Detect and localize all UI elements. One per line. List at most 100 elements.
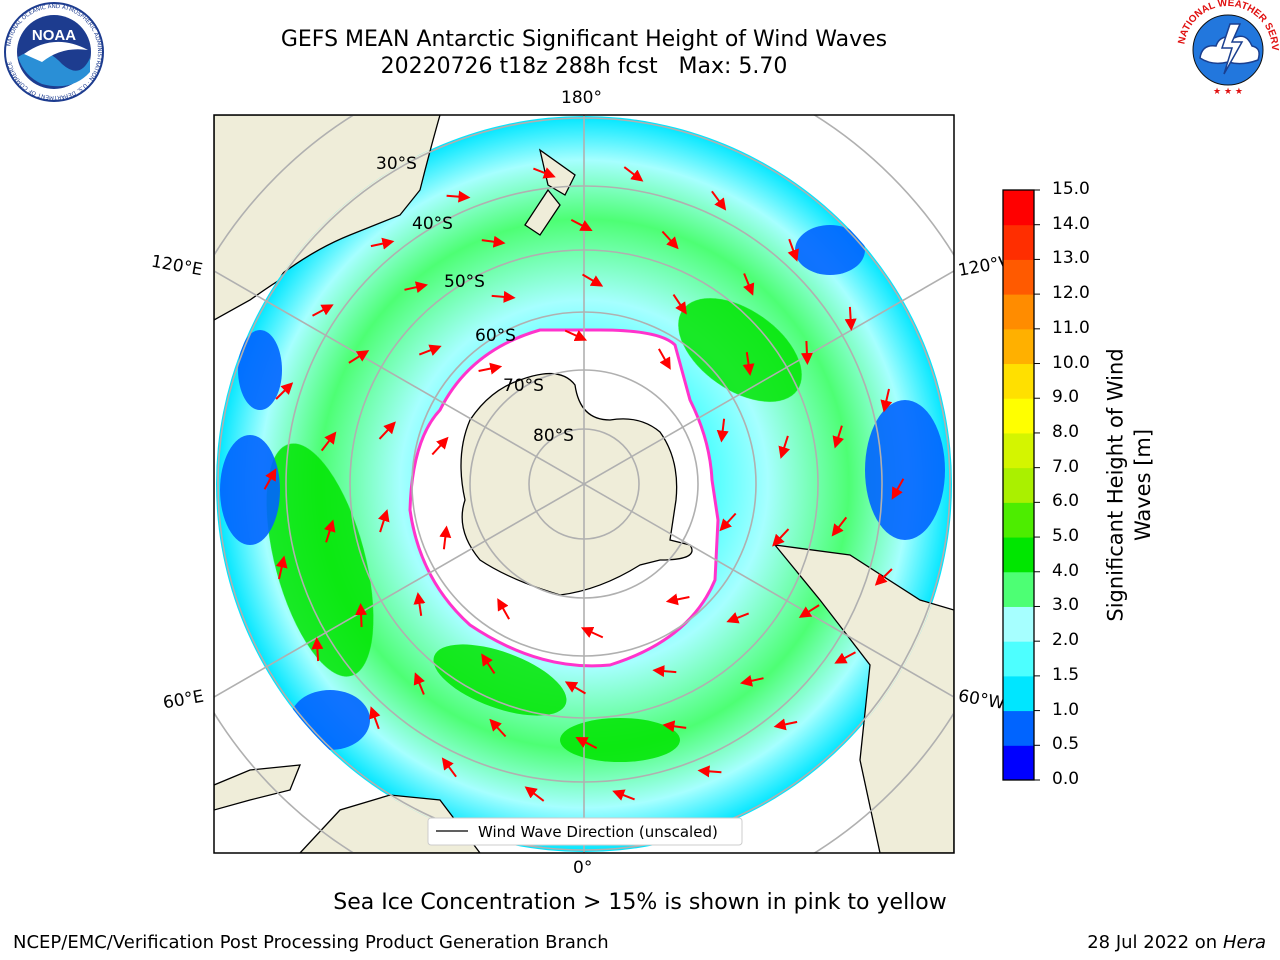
wave-direction-arrow bbox=[662, 720, 687, 733]
wave-direction-arrow bbox=[742, 352, 755, 376]
footer-date: 28 Jul 2022 on Hera bbox=[1087, 932, 1266, 953]
wave-direction-arrow bbox=[665, 593, 690, 606]
wave-direction-arrow bbox=[570, 219, 593, 231]
sea-ice-caption: Sea Ice Concentration > 15% is shown in … bbox=[333, 890, 947, 915]
colorbar-tick-label: 3.0 bbox=[1052, 595, 1080, 616]
wave-direction-arrow bbox=[481, 235, 506, 248]
wave-direction-arrow bbox=[378, 421, 396, 440]
colorbar-segment bbox=[1003, 190, 1034, 226]
colorbar-tick-label: 0.5 bbox=[1052, 734, 1080, 755]
colorbar-segment bbox=[1003, 224, 1034, 260]
svg-text:NOAA: NOAA bbox=[32, 27, 76, 44]
wave-direction-arrow bbox=[439, 525, 452, 550]
wave-direction-arrow bbox=[880, 388, 893, 413]
wave-direction-arrow bbox=[874, 568, 893, 586]
wave-direction-arrow bbox=[441, 757, 457, 778]
wave-direction-arrow bbox=[711, 190, 727, 211]
wave-direction-arrow bbox=[370, 237, 395, 250]
colorbar-tick-label: 12.0 bbox=[1052, 283, 1090, 304]
colorbar-tick-label: 13.0 bbox=[1052, 248, 1090, 269]
wave-direction-arrow bbox=[743, 273, 755, 296]
wave-direction-arrow bbox=[772, 528, 790, 547]
colorbar-segment bbox=[1003, 467, 1034, 503]
map-legend: Wind Wave Direction (unscaled) bbox=[427, 817, 743, 846]
wave-direction-arrow bbox=[564, 329, 588, 342]
colorbar-tick-label: 10.0 bbox=[1052, 352, 1090, 373]
colorbar-segment bbox=[1003, 294, 1034, 330]
wave-direction-arrow bbox=[413, 592, 426, 616]
wave-direction-arrow bbox=[446, 190, 471, 203]
wave-direction-arrow bbox=[623, 166, 644, 182]
colorbar-segment bbox=[1003, 328, 1034, 365]
wave-direction-arrow bbox=[831, 516, 848, 537]
wave-direction-arrow bbox=[378, 509, 390, 533]
wave-direction-arrow bbox=[263, 468, 277, 490]
colorbar-segment bbox=[1003, 710, 1034, 746]
lat-label-40s: 40°S bbox=[412, 214, 453, 234]
colorbar-tick-label: 15.0 bbox=[1052, 179, 1090, 199]
wave-direction-arrow bbox=[658, 348, 671, 370]
wave-direction-arrow bbox=[612, 789, 635, 801]
wave-direction-arrow bbox=[740, 674, 764, 687]
wave-direction-arrow bbox=[320, 431, 337, 452]
wave-direction-arrow bbox=[275, 555, 288, 580]
colorbar-tick-label: 7.0 bbox=[1052, 456, 1080, 477]
colorbar-segment bbox=[1003, 432, 1034, 469]
wave-direction-arrow bbox=[719, 512, 737, 532]
colorbar-label: Significant Height of Wind Waves [m] bbox=[1105, 348, 1155, 621]
map-subtitle: 20220726 t18z 288h fcst Max: 5.70 bbox=[380, 54, 788, 79]
wave-direction-arrow bbox=[413, 672, 425, 695]
colorbar-segment bbox=[1003, 259, 1034, 295]
high-wave-areas bbox=[266, 298, 802, 762]
wave-direction-arrow bbox=[311, 637, 324, 662]
colorbar-tick-label: 4.0 bbox=[1052, 560, 1080, 581]
wave-direction-arrow bbox=[348, 350, 370, 364]
wave-direction-arrow bbox=[275, 382, 294, 400]
noaa-logo: NOAA NATIONAL OCEANIC AND ATMOSPHERIC AD… bbox=[4, 2, 104, 102]
wind-wave-arrows bbox=[263, 166, 905, 802]
wave-direction-arrow bbox=[652, 665, 677, 678]
wave-direction-arrow bbox=[491, 290, 516, 303]
wave-direction-arrow bbox=[697, 765, 722, 778]
wave-direction-arrow bbox=[800, 340, 813, 365]
colorbar-tick-label: 9.0 bbox=[1052, 387, 1080, 408]
colorbar-segment bbox=[1003, 537, 1034, 573]
nws-logo: NATIONAL WEATHER SERVICE ★ ★ ★ bbox=[1176, 0, 1280, 99]
colorbar-segment bbox=[1003, 363, 1034, 399]
wave-direction-arrow bbox=[524, 786, 545, 802]
lon-label-180: 180° bbox=[561, 88, 602, 108]
antarctica bbox=[460, 373, 693, 596]
wave-direction-arrow bbox=[891, 478, 905, 500]
wave-direction-arrow bbox=[726, 612, 750, 624]
colorbar-tick-label: 2.0 bbox=[1052, 630, 1080, 651]
wave-direction-arrow bbox=[798, 604, 820, 618]
colorbar-tick-label: 8.0 bbox=[1052, 421, 1080, 442]
wave-direction-arrow bbox=[581, 273, 604, 287]
lon-label-0: 0° bbox=[573, 858, 593, 878]
wave-direction-arrow bbox=[312, 304, 334, 317]
wave-direction-arrow bbox=[832, 425, 845, 449]
wave-direction-arrow bbox=[478, 362, 503, 375]
wave-direction-arrow bbox=[580, 626, 604, 639]
wave-direction-arrow bbox=[431, 436, 449, 456]
colorbar-tick-label: 5.0 bbox=[1052, 526, 1080, 547]
wave-direction-arrow bbox=[575, 737, 598, 749]
wave-direction-arrow bbox=[787, 238, 799, 262]
wave-direction-arrow bbox=[661, 230, 679, 250]
wave-direction-arrow bbox=[716, 418, 729, 443]
low-wave-areas bbox=[220, 225, 945, 750]
footer-branch: NCEP/EMC/Verification Post Processing Pr… bbox=[13, 932, 609, 953]
wave-direction-arrow bbox=[497, 598, 510, 620]
colorbar-tick-label: 6.0 bbox=[1052, 491, 1080, 512]
lat-label-70s: 70°S bbox=[503, 376, 544, 396]
lat-label-80s: 80°S bbox=[533, 426, 574, 446]
colorbar-tick-label: 1.5 bbox=[1052, 664, 1080, 685]
wave-direction-arrow bbox=[489, 718, 507, 738]
colorbar-segment bbox=[1003, 398, 1034, 434]
map-frame bbox=[213, 114, 955, 854]
wave-direction-arrow bbox=[418, 344, 442, 356]
wave-direction-arrow bbox=[533, 167, 556, 179]
colorbar-tick-label: 1.0 bbox=[1052, 699, 1080, 720]
